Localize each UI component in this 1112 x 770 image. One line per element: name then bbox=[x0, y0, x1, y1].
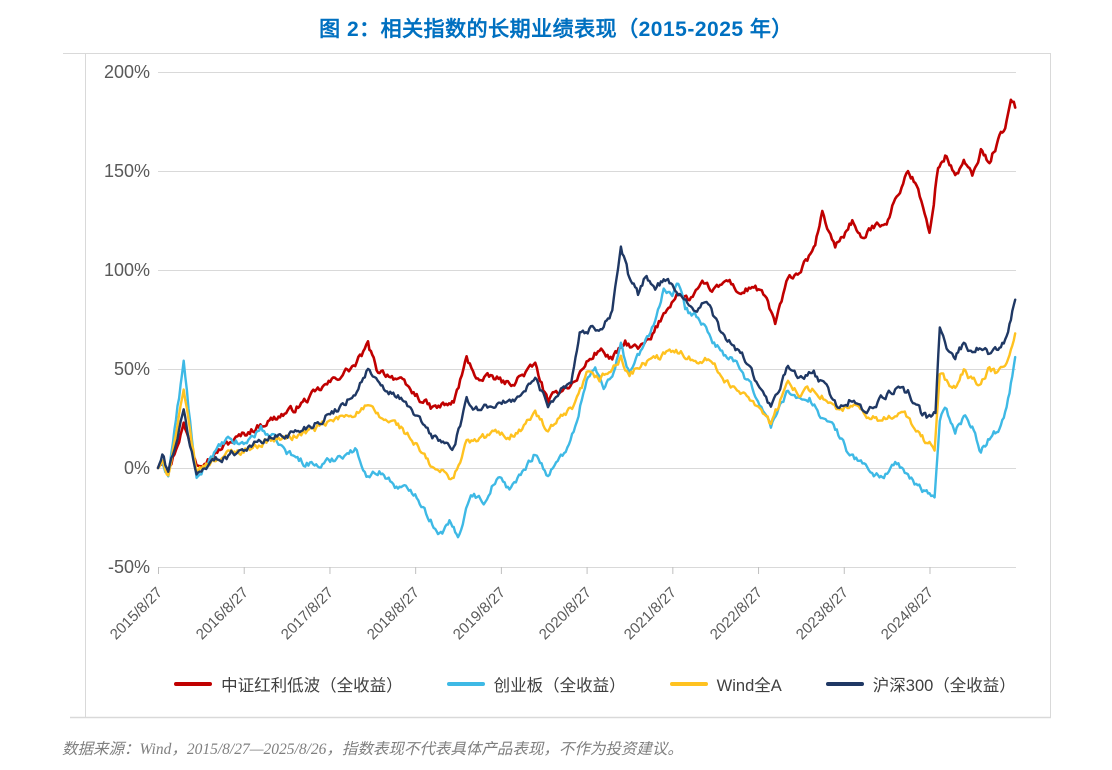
y-axis-tick-label: 100% bbox=[103, 260, 150, 280]
y-axis-tick-label: 0% bbox=[123, 458, 150, 478]
legend-swatch-csi-300-tr bbox=[825, 682, 864, 686]
series-line-chinext-tr bbox=[156, 282, 1017, 539]
legend-item-csi-300-tr: 沪深300（全收益） bbox=[825, 672, 1016, 696]
legend-label: 沪深300（全收益） bbox=[872, 677, 1016, 695]
legend-item-chinext-tr: 创业板（全收益） bbox=[446, 672, 626, 696]
figure-title: 图 2：相关指数的长期业绩表现（2015-2025 年） bbox=[319, 18, 793, 41]
legend-item-csi-dividend-low-vol-tr: 中证红利低波（全收益） bbox=[174, 672, 403, 696]
y-axis-tick-label: 50% bbox=[113, 359, 150, 379]
legend-swatch-chinext-tr bbox=[446, 682, 485, 686]
legend-label: 创业板（全收益） bbox=[493, 677, 626, 695]
y-axis-tick-label: -50% bbox=[107, 557, 150, 577]
legend-item-wind-all-a: Wind全A bbox=[669, 672, 782, 696]
legend-label: 中证红利低波（全收益） bbox=[221, 677, 403, 695]
y-axis-tick-label: 200% bbox=[103, 62, 150, 82]
legend-label: Wind全A bbox=[716, 677, 782, 695]
series-line-csi-300-tr bbox=[156, 245, 1017, 476]
data-source-note: 数据来源：Wind，2015/8/27—2025/8/26，指数表现不代表具体产… bbox=[62, 741, 683, 758]
series-line-csi-dividend-low-vol-tr bbox=[156, 98, 1017, 476]
legend-swatch-wind-all-a bbox=[669, 682, 708, 686]
y-axis-tick-label: 150% bbox=[103, 161, 150, 181]
legend-swatch-csi-dividend-low-vol-tr bbox=[174, 682, 213, 686]
series-line-wind-all-a bbox=[156, 332, 1017, 481]
chart-legend: 中证红利低波（全收益） 创业板（全收益） Wind全A 沪深300（全收益） bbox=[100, 670, 1090, 698]
